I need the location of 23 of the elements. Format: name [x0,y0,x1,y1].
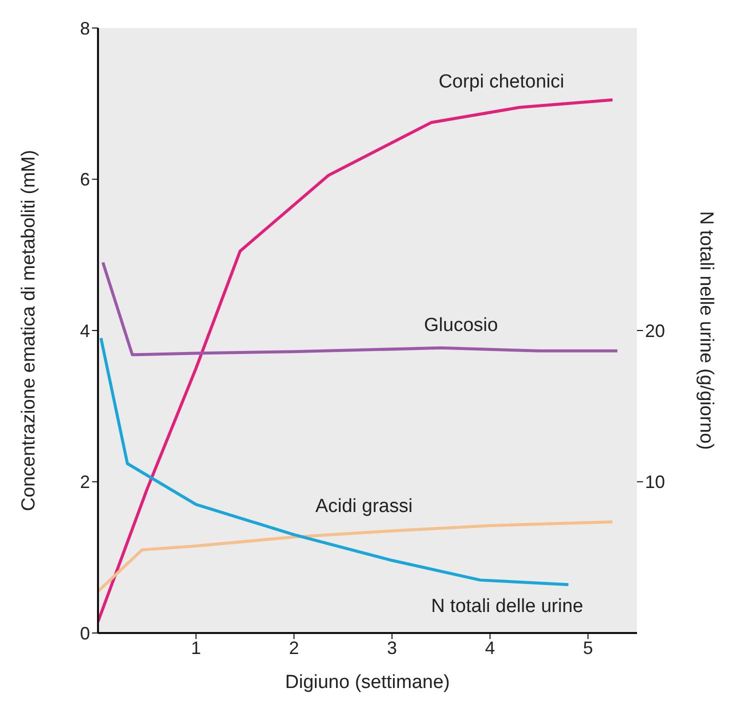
series-label: Glucosio [424,314,498,336]
y-tick-label: 4 [80,320,90,341]
x-tick-label: 1 [190,638,202,658]
line-series [98,520,614,593]
series-label: Corpi chetonici [438,71,564,92]
series-label: N totali delle urine [431,596,584,618]
y-tick-label: 2 [80,472,90,492]
line-series [99,336,570,586]
y2-tick-label: 20 [645,320,666,341]
line-series [98,98,614,624]
x-tick-label: 3 [386,638,398,658]
y-tick-label: 0 [80,623,90,644]
y-axis-title: Concentrazione ematica di metaboliti (mM) [18,150,40,512]
y-tick-label: 6 [80,170,90,190]
y-tick-label: 8 [80,18,90,38]
x-tick-label: 2 [288,638,300,658]
x-axis-title: Digiuno (settimane) [285,672,450,693]
x-tick-label: 4 [484,638,496,658]
line-series [101,260,619,356]
y2-tick-label: 10 [645,472,666,492]
x-tick-label: 5 [582,638,594,658]
y2-axis-title: N totali nelle urine (g/giorno) [695,211,716,450]
series-label: Acidi grassi [315,496,413,517]
